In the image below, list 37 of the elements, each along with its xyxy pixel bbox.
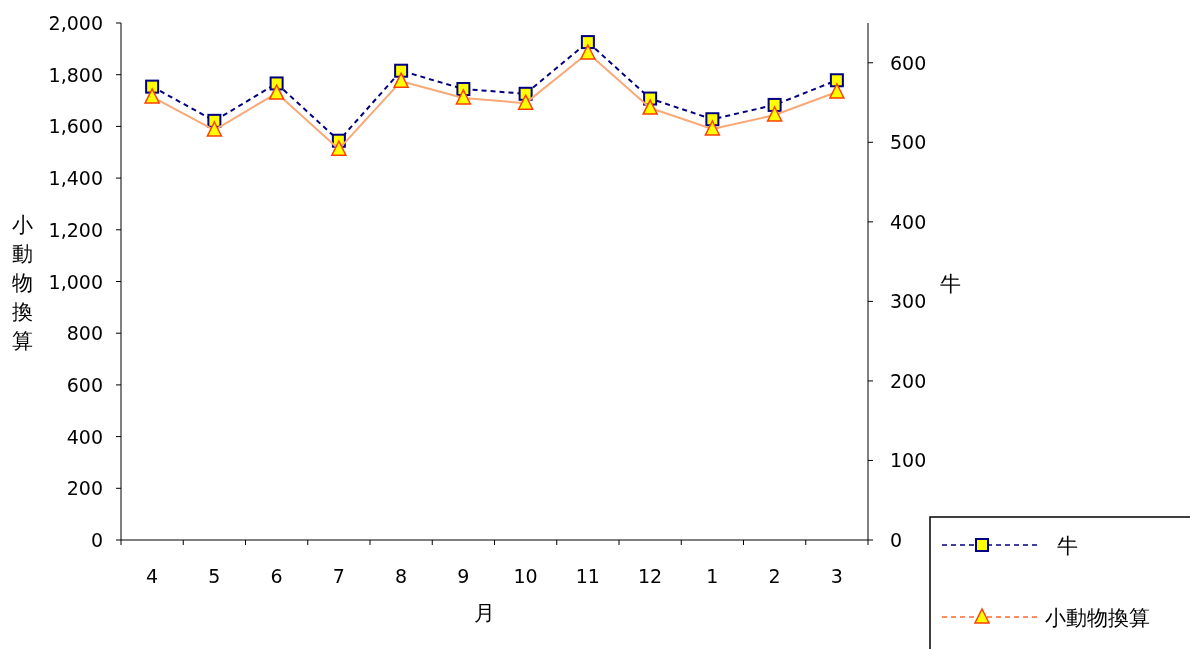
x-tick-label: 10 <box>513 565 538 587</box>
x-axis-title: 月 <box>474 601 495 625</box>
y-tick-label: 400 <box>66 425 103 448</box>
y-tick-label: 1,600 <box>48 115 103 138</box>
y-tick-label: 0 <box>90 529 103 551</box>
point <box>580 35 595 50</box>
x-tick-label: 12 <box>638 565 663 587</box>
y-tick-label: 1,800 <box>48 63 103 86</box>
x-tick-label: 2 <box>768 565 781 587</box>
y-tick-label: 1,000 <box>48 270 103 293</box>
x-tick-label: 7 <box>332 565 345 587</box>
y2-tick-label: 300 <box>890 290 927 313</box>
x-tick-label: 9 <box>457 565 470 587</box>
y2-tick-label: 400 <box>890 210 927 233</box>
y2-tick-label: 500 <box>890 131 927 154</box>
y-tick-label: 1,400 <box>48 167 103 190</box>
x-tick-label: 11 <box>575 565 600 587</box>
y2-tick-label: 0 <box>890 529 903 551</box>
y2-tick-label: 200 <box>890 369 927 392</box>
y-tick-label: 2,000 <box>48 12 103 34</box>
y-tick-label: 600 <box>66 373 103 396</box>
text: 小動物換算 <box>1045 606 1150 630</box>
y2-tick-label: 100 <box>890 449 927 472</box>
x-tick-label: 1 <box>706 565 719 587</box>
x-tick-label: 3 <box>830 565 843 587</box>
x-tick-label: 6 <box>270 565 283 587</box>
y2-axis-title: 牛 <box>939 272 961 296</box>
y-tick-label: 1,200 <box>48 218 103 241</box>
x-tick-label: 8 <box>395 565 408 587</box>
y-tick-label: 800 <box>66 322 103 345</box>
legend-label: 牛 <box>1057 534 1078 558</box>
y2-tick-label: 600 <box>890 51 927 74</box>
point <box>829 73 844 88</box>
y-axis-title: 小動物換算 <box>11 213 33 353</box>
x-tick-label: 4 <box>146 565 159 587</box>
x-tick-label: 5 <box>208 565 221 587</box>
y-tick-label: 200 <box>66 477 103 500</box>
